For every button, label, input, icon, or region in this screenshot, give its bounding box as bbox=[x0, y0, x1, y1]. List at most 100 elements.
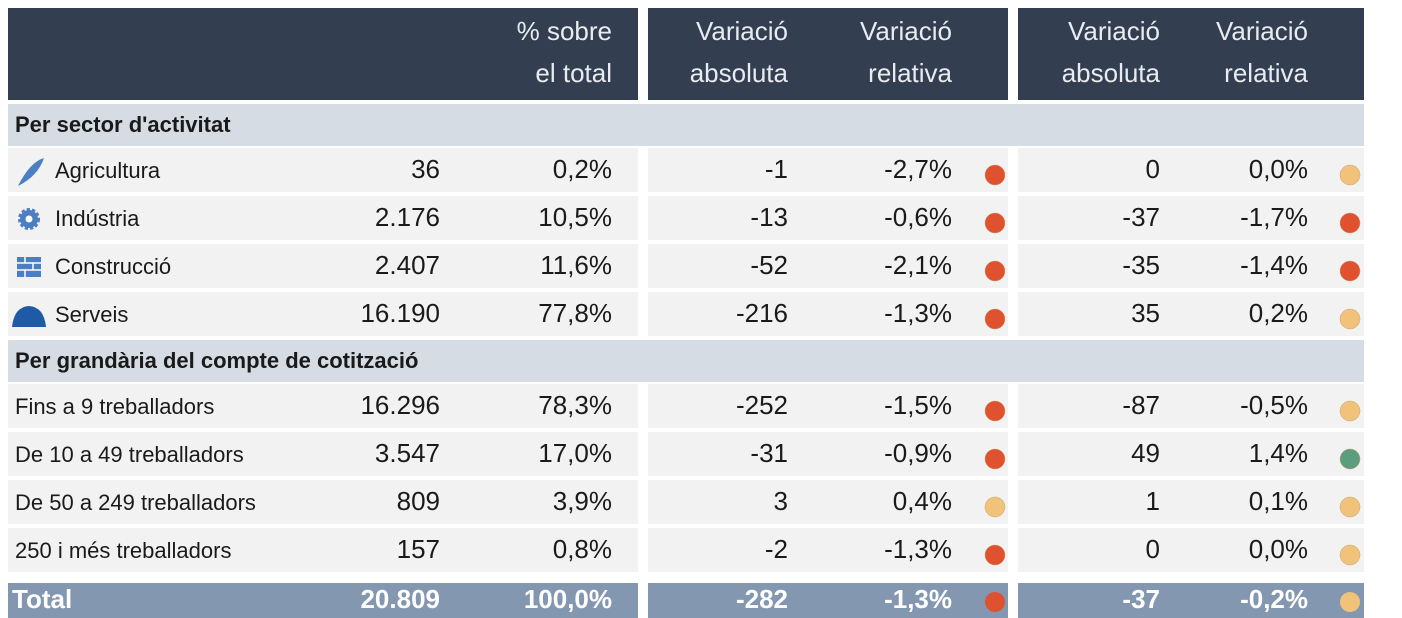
cell: 2.176 bbox=[375, 202, 440, 232]
cell: 16.296 bbox=[360, 390, 440, 420]
cell: 49 bbox=[1131, 438, 1160, 468]
row-bg bbox=[648, 244, 1008, 288]
cell: -1,4% bbox=[1240, 250, 1308, 280]
cell: -1,3% bbox=[884, 534, 952, 564]
header-bg bbox=[1018, 8, 1364, 100]
cell: 77,8% bbox=[538, 298, 612, 328]
total-cell: -282 bbox=[736, 584, 788, 614]
status-dot bbox=[985, 592, 1005, 612]
row-bg bbox=[648, 432, 1008, 476]
cell: -1,7% bbox=[1240, 202, 1308, 232]
cell: 36 bbox=[411, 154, 440, 184]
row-bg bbox=[1018, 480, 1364, 524]
status-dot bbox=[984, 448, 1006, 470]
cell: 1,4% bbox=[1249, 438, 1308, 468]
row-label: Fins a 9 treballadors bbox=[15, 394, 214, 419]
total-label: Total bbox=[12, 584, 72, 614]
row-bg bbox=[648, 292, 1008, 336]
cell: 3,9% bbox=[553, 486, 612, 516]
row-bg bbox=[1018, 384, 1364, 428]
cell: -2,1% bbox=[884, 250, 952, 280]
header-label: Variació bbox=[1068, 16, 1160, 46]
cell: 11,6% bbox=[540, 250, 612, 280]
cell: 0,2% bbox=[553, 154, 612, 184]
cell: 157 bbox=[397, 534, 440, 564]
status-dot bbox=[1340, 592, 1360, 612]
total-cell: -37 bbox=[1122, 584, 1160, 614]
total-cell: 100,0% bbox=[524, 584, 612, 614]
cell: -2,7% bbox=[884, 154, 952, 184]
status-dot bbox=[984, 496, 1006, 518]
row-bg bbox=[8, 480, 638, 524]
total-cell: 20.809 bbox=[360, 584, 440, 614]
cell: -37 bbox=[1122, 202, 1160, 232]
cell: 0,0% bbox=[1249, 154, 1308, 184]
section-title: Per sector d'activitat bbox=[15, 112, 231, 137]
status-dot bbox=[1339, 212, 1361, 234]
total-bg bbox=[648, 583, 1008, 618]
cell: -31 bbox=[750, 438, 788, 468]
brick-lines bbox=[17, 257, 41, 277]
row-bg bbox=[648, 148, 1008, 192]
section-title: Per grandària del compte de cotització bbox=[15, 348, 418, 373]
row-bg bbox=[648, 384, 1008, 428]
status-dot bbox=[984, 212, 1006, 234]
status-dot bbox=[1339, 448, 1361, 470]
header-label: % sobre bbox=[517, 16, 612, 46]
row-label: Agricultura bbox=[55, 158, 161, 183]
status-dot bbox=[984, 308, 1006, 330]
cell: -1,5% bbox=[884, 390, 952, 420]
cell: 3.547 bbox=[375, 438, 440, 468]
bell-icon bbox=[12, 306, 46, 327]
cell: -13 bbox=[750, 202, 788, 232]
row-bg bbox=[1018, 196, 1364, 240]
header-label: Variació bbox=[1216, 16, 1308, 46]
cell: -52 bbox=[750, 250, 788, 280]
total-bg bbox=[8, 583, 638, 618]
section-bg bbox=[8, 104, 1364, 146]
row-bg bbox=[648, 196, 1008, 240]
row-label: De 10 a 49 treballadors bbox=[15, 442, 244, 467]
cell: -35 bbox=[1122, 250, 1160, 280]
row-label: Serveis bbox=[55, 302, 128, 327]
row-bg bbox=[8, 528, 638, 572]
cell: -2 bbox=[765, 534, 788, 564]
header-label: relativa bbox=[1224, 58, 1308, 88]
cell: -0,9% bbox=[884, 438, 952, 468]
cell: -252 bbox=[736, 390, 788, 420]
cell: 0,0% bbox=[1249, 534, 1308, 564]
status-dot bbox=[1339, 164, 1361, 186]
row-bg bbox=[648, 480, 1008, 524]
row-label: De 50 a 249 treballadors bbox=[15, 490, 256, 515]
row-bg bbox=[8, 432, 638, 476]
cell: 0,8% bbox=[553, 534, 612, 564]
row-bg bbox=[8, 292, 638, 336]
row-bg bbox=[8, 196, 638, 240]
cell: -0,5% bbox=[1240, 390, 1308, 420]
row-bg bbox=[1018, 148, 1364, 192]
row-bg bbox=[1018, 244, 1364, 288]
row-bg bbox=[8, 384, 638, 428]
cell: -216 bbox=[736, 298, 788, 328]
row-bg bbox=[1018, 432, 1364, 476]
brick-icon bbox=[17, 257, 41, 277]
cell: 1 bbox=[1146, 486, 1160, 516]
status-dot bbox=[984, 164, 1006, 186]
status-dot bbox=[1339, 400, 1361, 422]
cell: 0,4% bbox=[893, 486, 952, 516]
row-label: 250 i més treballadors bbox=[15, 538, 231, 563]
cell: 35 bbox=[1131, 298, 1160, 328]
header-label: relativa bbox=[868, 58, 952, 88]
row-label: Indústria bbox=[55, 206, 140, 231]
header-label: Variació bbox=[860, 16, 952, 46]
cell: 0,1% bbox=[1249, 486, 1308, 516]
status-dot bbox=[1339, 308, 1361, 330]
row-bg bbox=[8, 244, 638, 288]
row-bg bbox=[1018, 292, 1364, 336]
gear-hole bbox=[25, 215, 33, 223]
row-bg bbox=[1018, 528, 1364, 572]
cell: -0,6% bbox=[884, 202, 952, 232]
cell: -1 bbox=[765, 154, 788, 184]
cell: 0,2% bbox=[1249, 298, 1308, 328]
cell: 0 bbox=[1146, 154, 1160, 184]
